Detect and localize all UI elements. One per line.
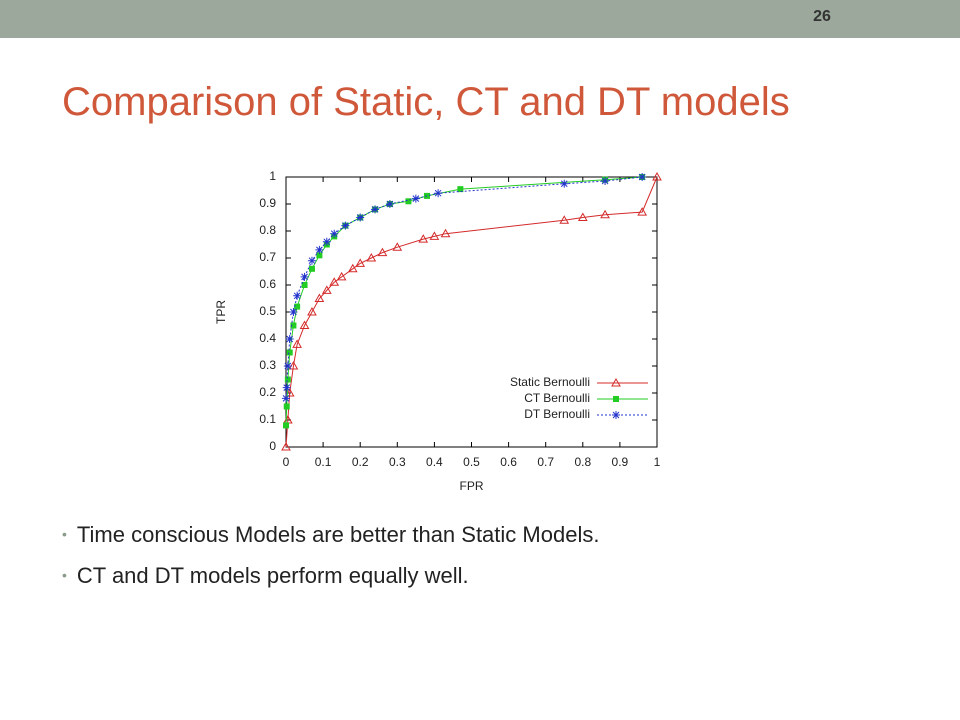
- point: [315, 245, 324, 254]
- legend-marker: [612, 411, 620, 419]
- bullet-list: Time conscious Models are better than St…: [62, 522, 600, 604]
- point: [281, 441, 291, 451]
- legend-marker: [611, 377, 621, 387]
- point: [300, 272, 309, 281]
- point: [301, 282, 308, 288]
- x-tick-label: 0.2: [352, 455, 369, 469]
- point: [316, 252, 323, 259]
- legend-label: CT Bernoulli: [524, 391, 590, 405]
- legend-marker: [613, 396, 619, 402]
- x-tick-label: 0: [283, 455, 290, 469]
- bullet: Time conscious Models are better than St…: [62, 522, 600, 548]
- point: [282, 383, 291, 392]
- y-tick-label: 0.8: [259, 223, 276, 237]
- point: [336, 271, 347, 281]
- point: [282, 394, 290, 403]
- point: [307, 256, 316, 265]
- point: [637, 207, 648, 216]
- point: [294, 303, 301, 310]
- point: [601, 177, 610, 186]
- x-tick-label: 0.1: [315, 455, 332, 469]
- series-line: [285, 176, 643, 399]
- point: [638, 173, 647, 181]
- slide-number: 26: [813, 8, 831, 25]
- point: [330, 229, 339, 238]
- point: [385, 200, 394, 208]
- x-tick-label: 0.8: [574, 455, 591, 469]
- legend-label: Static Bernoulli: [510, 375, 590, 389]
- y-tick-label: 0.2: [259, 385, 276, 399]
- x-axis-label: FPR: [460, 479, 484, 493]
- point: [418, 234, 429, 243]
- point: [366, 252, 377, 262]
- point: [285, 335, 294, 343]
- point: [329, 277, 340, 286]
- point: [289, 308, 298, 316]
- point: [307, 306, 317, 316]
- point: [429, 231, 440, 240]
- point: [559, 215, 570, 224]
- point: [290, 322, 297, 329]
- point: [293, 291, 302, 300]
- y-tick-label: 0.3: [259, 358, 276, 372]
- point: [286, 349, 293, 356]
- top-bar: [0, 0, 960, 38]
- y-tick-label: 0.7: [259, 250, 276, 264]
- y-tick-label: 0.4: [259, 331, 276, 345]
- y-axis-label: TPR: [214, 300, 228, 324]
- point: [284, 376, 291, 383]
- point: [322, 237, 331, 246]
- point: [299, 320, 310, 329]
- point: [292, 339, 302, 348]
- point: [347, 263, 358, 273]
- point: [457, 186, 464, 193]
- y-tick-label: 0.9: [259, 196, 276, 210]
- x-tick-label: 0.7: [537, 455, 554, 469]
- point: [341, 221, 350, 230]
- point: [577, 212, 588, 221]
- bullet: CT and DT models perform equally well.: [62, 563, 599, 589]
- point: [356, 213, 365, 222]
- point: [392, 242, 403, 251]
- legend-label: DT Bernoulli: [524, 407, 590, 421]
- y-tick-label: 0.5: [259, 304, 276, 318]
- point: [321, 285, 332, 294]
- x-tick-label: 0.9: [612, 455, 629, 469]
- point: [355, 258, 366, 267]
- y-tick-label: 0.1: [259, 412, 276, 426]
- y-tick-label: 1: [269, 169, 276, 183]
- point: [434, 189, 443, 198]
- series-line: [285, 176, 643, 426]
- point: [314, 293, 325, 302]
- x-tick-label: 0.5: [463, 455, 480, 469]
- point: [308, 265, 315, 272]
- point: [377, 247, 388, 257]
- slide-title: Comparison of Static, CT and DT models: [62, 80, 790, 124]
- point: [283, 362, 292, 370]
- point: [560, 179, 569, 188]
- x-tick-label: 0.4: [426, 455, 443, 469]
- x-tick-label: 0.3: [389, 455, 406, 469]
- point: [652, 171, 662, 181]
- point: [283, 422, 289, 429]
- x-tick-label: 0.6: [500, 455, 517, 469]
- point: [405, 198, 412, 205]
- point: [283, 403, 290, 410]
- y-tick-label: 0: [269, 439, 276, 453]
- point: [411, 194, 420, 203]
- point: [600, 209, 610, 219]
- point: [440, 228, 451, 238]
- x-tick-label: 1: [654, 455, 661, 469]
- y-tick-label: 0.6: [259, 277, 276, 291]
- point: [371, 205, 380, 214]
